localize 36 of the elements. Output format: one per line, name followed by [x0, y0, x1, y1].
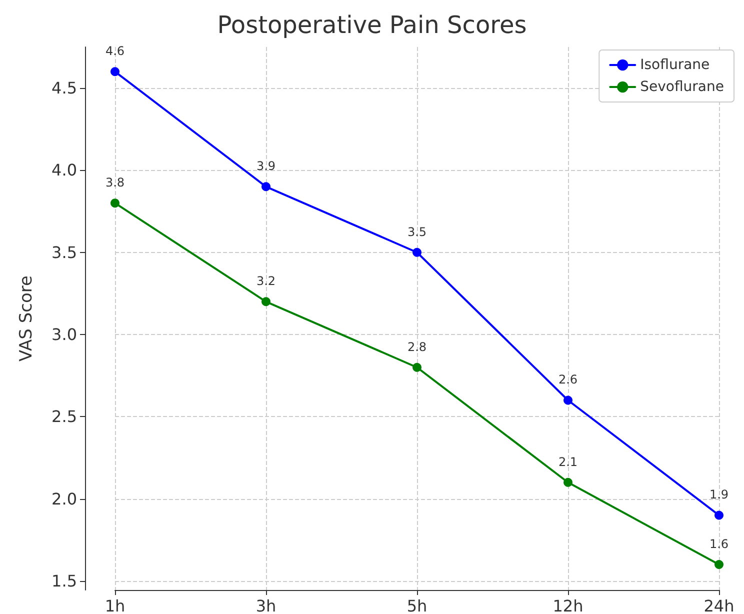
data-label: 2.1 [558, 454, 578, 469]
data-label: 3.2 [256, 274, 276, 288]
data-label: 1.6 [709, 537, 729, 552]
x-tick-label: 3h [256, 596, 276, 614]
y-tick-label: 4.0 [52, 160, 77, 180]
data-label: 3.5 [407, 224, 427, 239]
x-tick-label: 12h [552, 596, 584, 614]
legend-label: Isoflurane [640, 57, 710, 73]
y-tick-label: 2.0 [52, 489, 77, 508]
y-tick-label: 3.0 [52, 325, 77, 344]
data-label: 3.8 [105, 176, 125, 190]
point [262, 297, 270, 306]
point [714, 510, 724, 520]
data-label: 2.6 [558, 372, 578, 387]
data-label: 2.8 [407, 340, 427, 354]
point [412, 362, 422, 372]
y-tick-label: 3.5 [52, 242, 77, 262]
y-axis-title: VAS Score [16, 276, 36, 362]
chart-title: Postoperative Pain Scores [217, 11, 527, 39]
x-tick-label: 24h [704, 596, 734, 614]
y-tick-label: 1.5 [52, 571, 77, 590]
point [262, 182, 270, 192]
x-tick-label: 1h [104, 596, 126, 614]
data-label: 3.9 [256, 159, 276, 174]
point [564, 478, 572, 487]
x-tick-label: 5h [406, 596, 428, 614]
point [110, 67, 120, 76]
point [564, 396, 572, 405]
data-label: 4.6 [105, 44, 125, 58]
point [412, 248, 422, 257]
y-tick-label: 4.5 [52, 78, 77, 98]
point [714, 560, 724, 570]
y-tick-label: 2.5 [52, 407, 77, 426]
legend-label: Sevoflurane [640, 79, 724, 95]
data-label: 1.9 [709, 488, 729, 502]
point [110, 198, 120, 208]
